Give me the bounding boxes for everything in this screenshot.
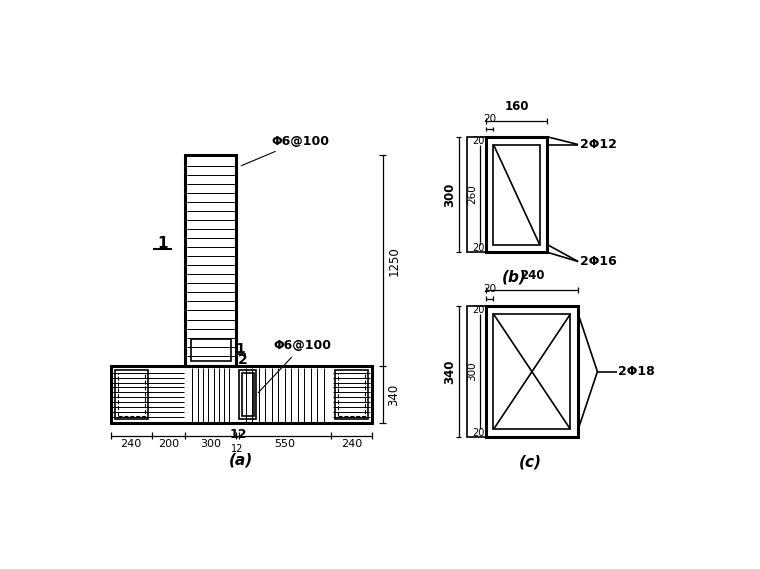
Text: 160: 160 [505,100,529,113]
Text: 300: 300 [467,362,477,381]
Text: 2: 2 [238,353,247,367]
Bar [467,306,486,437]
Text: 20: 20 [472,305,484,315]
Text: 2Φ16: 2Φ16 [581,255,617,268]
Text: 1: 1 [236,341,245,356]
Bar [185,155,236,366]
Text: 20: 20 [483,114,496,125]
Bar [338,373,365,417]
Text: 340: 340 [443,360,456,384]
Bar [118,373,144,417]
Text: 340: 340 [387,384,401,406]
Bar [239,370,256,419]
Text: 240: 240 [520,269,544,282]
Text: 20: 20 [472,244,484,253]
Bar [493,145,540,245]
Text: (b): (b) [502,269,527,284]
Text: 2Φ18: 2Φ18 [618,365,655,378]
Text: 260: 260 [467,185,477,204]
Text: 550: 550 [274,439,296,448]
Text: Φ6@100: Φ6@100 [258,340,331,393]
Text: 240: 240 [121,439,142,448]
Text: 300: 300 [201,439,221,448]
Text: 20: 20 [483,284,496,294]
Text: 12: 12 [230,428,247,441]
Text: 300: 300 [443,183,456,207]
Text: 1250: 1250 [387,246,401,275]
Text: 2Φ12: 2Φ12 [581,138,617,151]
Text: 200: 200 [158,439,179,448]
Bar [242,373,254,417]
Text: (a): (a) [230,452,253,468]
Bar [115,370,147,419]
Text: 20: 20 [472,428,484,438]
Text: 240: 240 [340,439,362,448]
Text: (c): (c) [518,454,542,469]
Bar [467,137,486,252]
Text: Φ6@100: Φ6@100 [241,135,329,166]
Bar [486,306,578,437]
Bar [191,339,231,361]
Bar [111,366,372,423]
Bar [493,314,571,430]
Text: 12: 12 [231,444,244,454]
Text: 20: 20 [472,135,484,146]
Bar [486,137,547,252]
Text: 1: 1 [157,236,168,251]
Bar [335,370,368,419]
